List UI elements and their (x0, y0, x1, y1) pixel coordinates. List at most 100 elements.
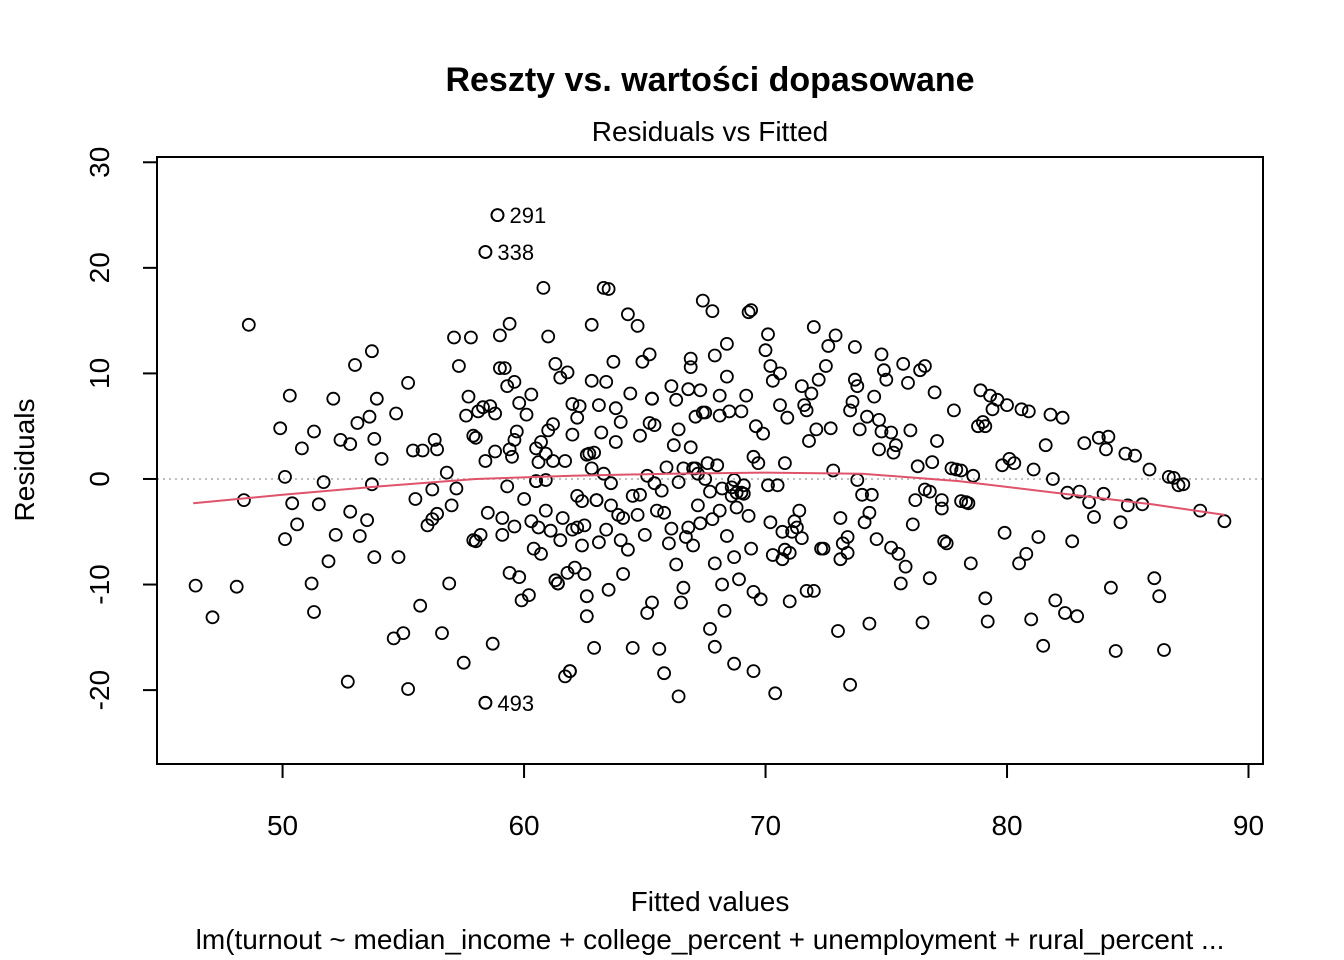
data-point (1147, 571, 1162, 586)
data-point (657, 666, 671, 681)
data-point (732, 572, 746, 587)
data-point (343, 504, 358, 519)
data-point (715, 481, 729, 496)
data-point (582, 446, 597, 461)
data-point (679, 530, 693, 544)
data-point (563, 664, 577, 678)
y-tick-label: 0 (84, 471, 115, 487)
data-point (500, 479, 515, 494)
data-point (492, 361, 507, 376)
data-point (896, 356, 911, 371)
data-point (604, 476, 618, 491)
data-point (954, 494, 968, 509)
data-point (961, 496, 976, 511)
data-point (671, 475, 686, 490)
data-point (522, 588, 536, 602)
data-point (773, 398, 787, 413)
data-point (763, 515, 778, 530)
data-point (592, 398, 606, 413)
data-point (483, 399, 498, 414)
data-point (669, 392, 684, 407)
data-point (587, 445, 601, 460)
data-point (1087, 510, 1101, 524)
data-point (229, 579, 244, 594)
data-point (343, 437, 358, 452)
data-point (541, 329, 556, 344)
data-point (1021, 404, 1036, 419)
data-point (794, 379, 809, 394)
data-point (425, 482, 440, 497)
data-point (927, 385, 942, 400)
point-label: 493 (497, 691, 534, 716)
data-point (364, 477, 379, 492)
data-point (729, 500, 744, 515)
data-point (650, 503, 664, 518)
data-point (350, 416, 365, 430)
data-point (406, 443, 420, 458)
data-point (538, 473, 553, 487)
data-point (285, 496, 300, 511)
y-tick-label: 10 (84, 358, 115, 389)
data-point (328, 528, 343, 542)
data-point (599, 374, 614, 389)
data-point (826, 463, 841, 478)
data-point (1176, 477, 1191, 492)
data-point (630, 318, 645, 333)
data-point (922, 484, 937, 499)
data-point (736, 486, 751, 501)
data-point (635, 354, 650, 369)
data-point (449, 481, 464, 496)
data-point (435, 626, 449, 640)
x-tick-label: 50 (267, 810, 298, 841)
data-point (476, 400, 490, 415)
data-point (746, 585, 761, 599)
point-labels-layer: 291 338 493 (478, 203, 546, 716)
data-point (536, 280, 551, 295)
data-point (707, 556, 722, 571)
data-point (756, 426, 770, 441)
data-point (707, 639, 722, 654)
data-point (352, 529, 367, 543)
data-point (565, 397, 580, 411)
data-point (729, 485, 744, 500)
data-point (604, 498, 618, 513)
data-point (862, 505, 877, 520)
data-point (1065, 534, 1080, 549)
data-point (645, 391, 659, 406)
data-point (1166, 470, 1181, 485)
data-point (833, 511, 848, 525)
data-point (845, 394, 860, 409)
data-point (954, 463, 968, 478)
data-point (1152, 589, 1167, 604)
data-point (681, 520, 696, 535)
data-point (1099, 442, 1113, 457)
data-point (746, 664, 761, 678)
data-point (806, 320, 821, 334)
data-point (889, 438, 903, 453)
data-point (850, 379, 865, 394)
data-point (478, 454, 493, 468)
data-point (623, 386, 638, 401)
data-point (980, 614, 995, 629)
data-point (862, 616, 877, 631)
data-point (447, 330, 461, 345)
data-point (809, 422, 824, 437)
data-point (930, 434, 944, 448)
data-point (695, 293, 710, 308)
data-point (645, 595, 659, 610)
point-label: 338 (497, 240, 534, 265)
data-point (910, 459, 925, 474)
data-point (654, 483, 669, 498)
data-point (707, 348, 722, 363)
data-point (374, 451, 389, 466)
data-point (413, 598, 428, 613)
data-point (1007, 456, 1022, 471)
data-point (587, 641, 601, 655)
data-point (625, 488, 640, 503)
data-point (891, 547, 906, 561)
data-point (1024, 612, 1039, 627)
data-point (949, 462, 964, 477)
data-point (466, 428, 481, 443)
data-point (500, 379, 515, 394)
data-point (613, 533, 628, 548)
